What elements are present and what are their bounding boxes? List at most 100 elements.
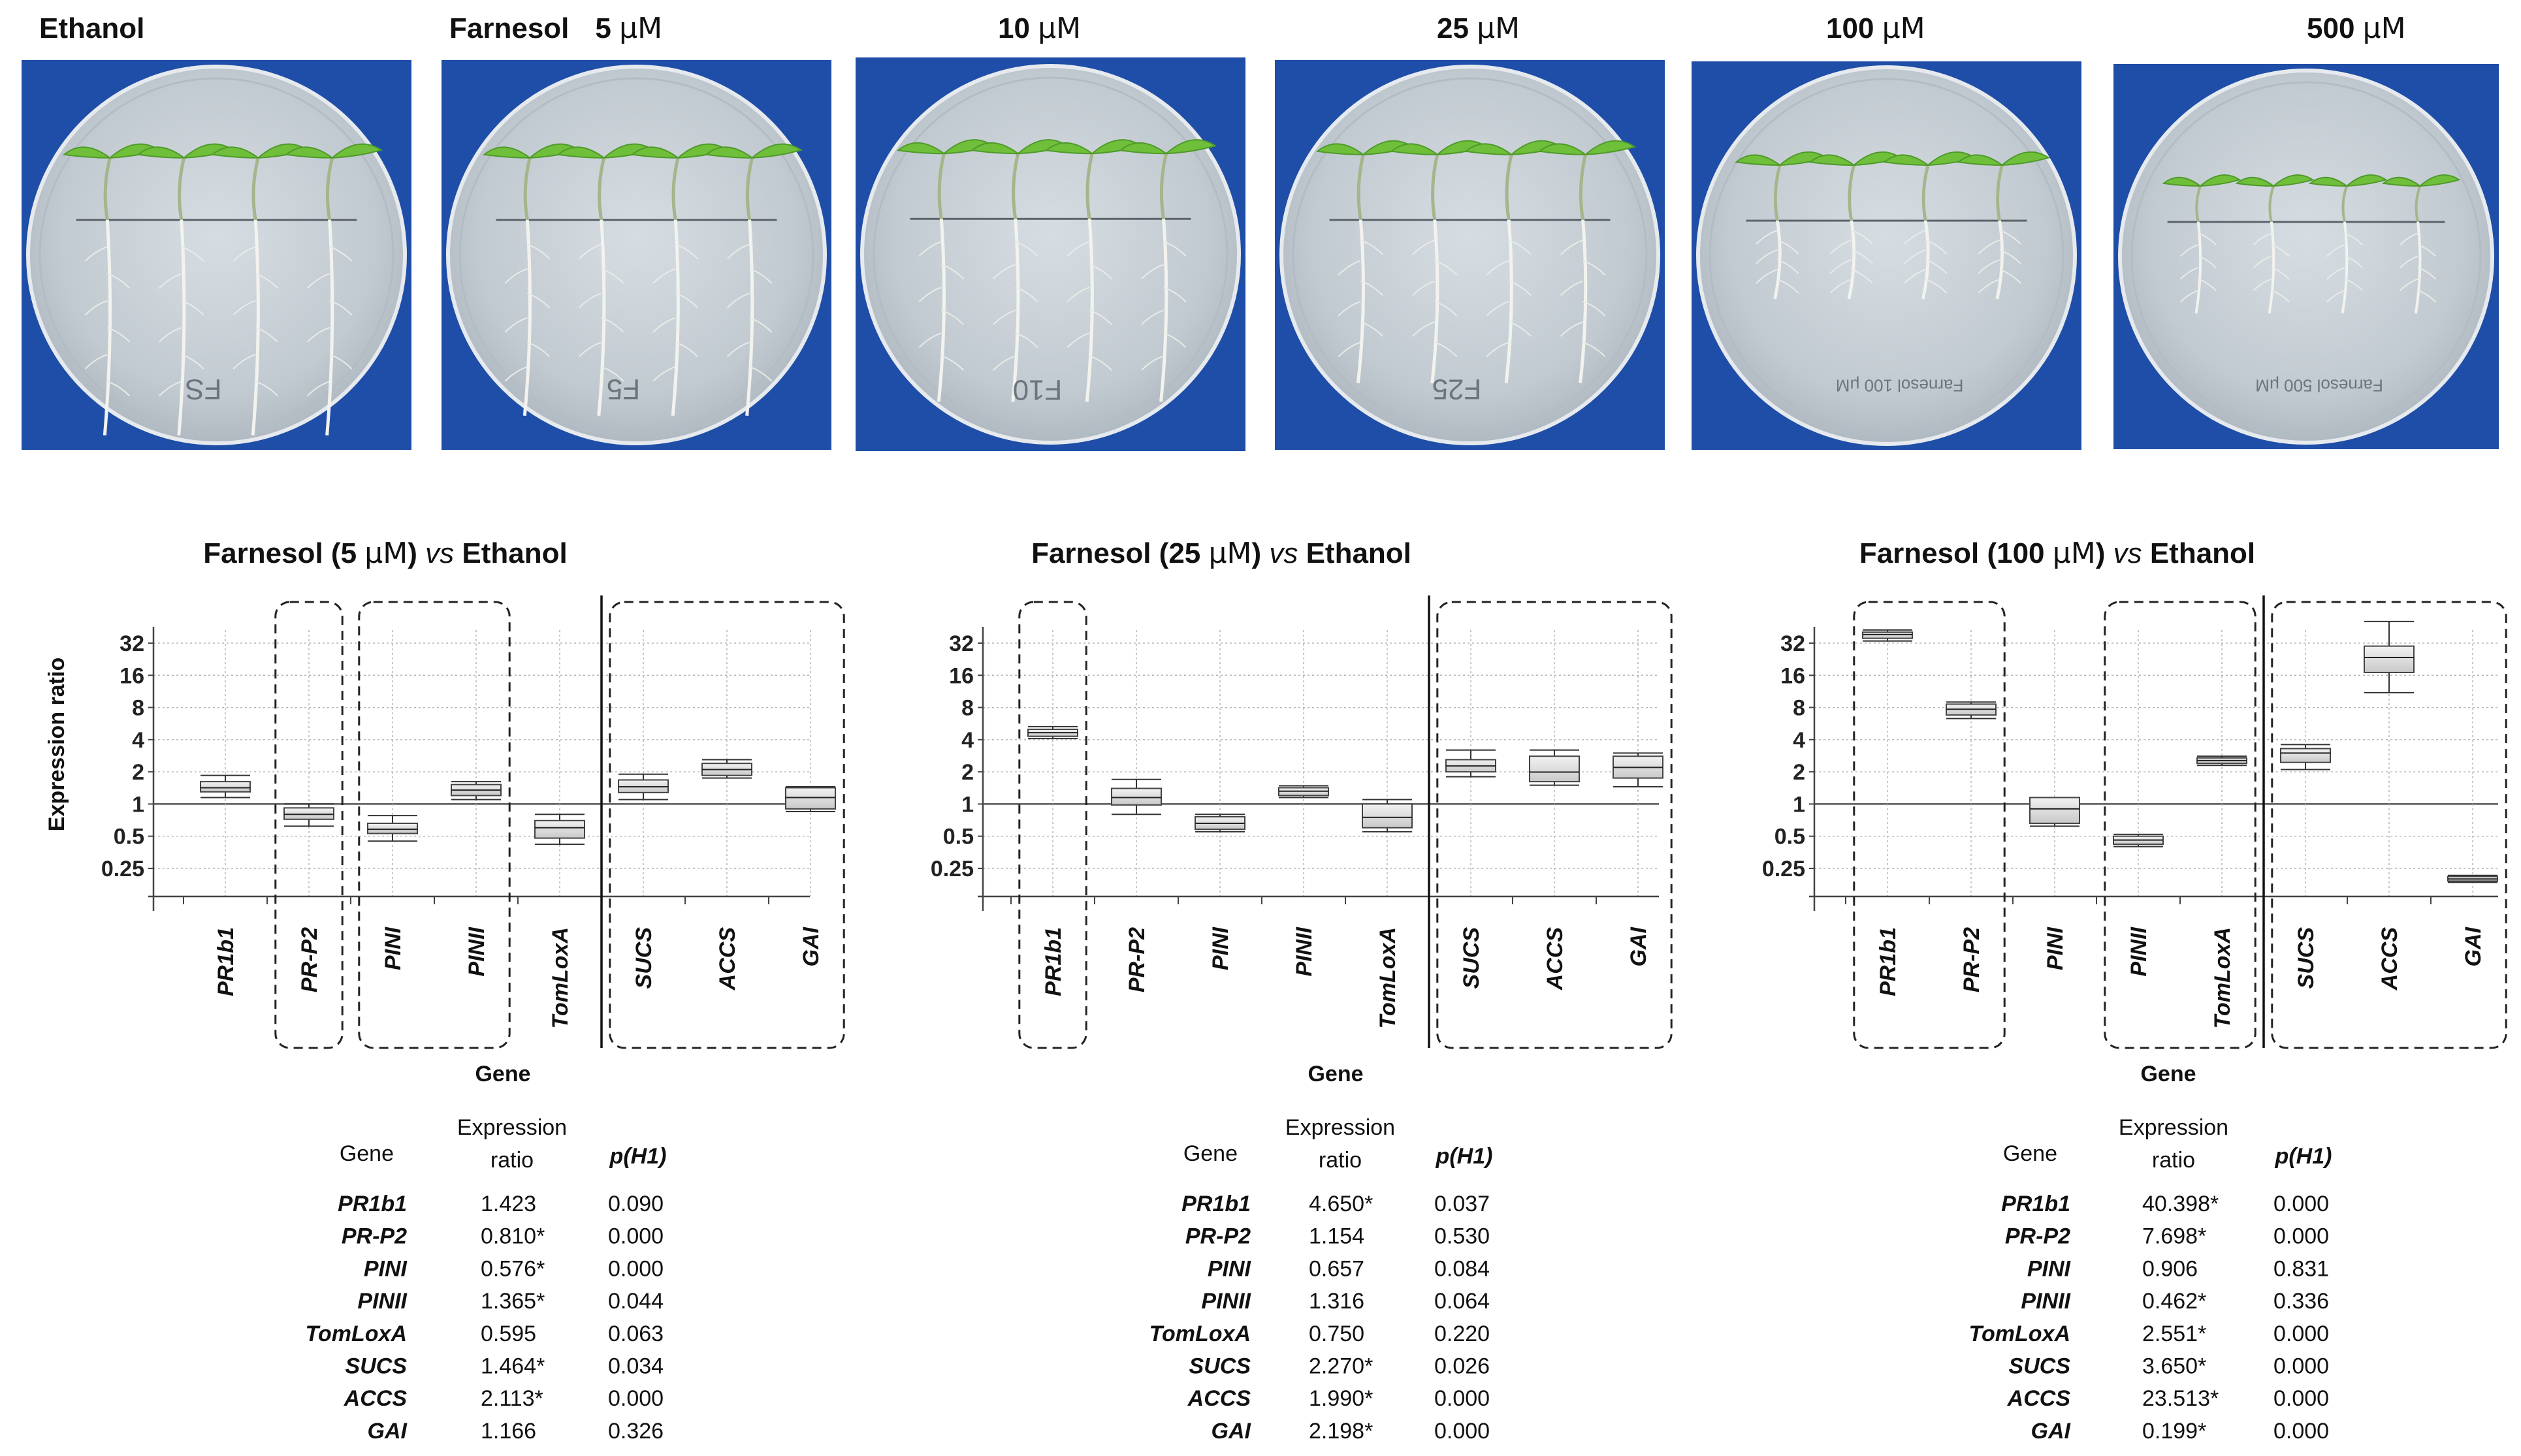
seedling-lateral-root <box>1140 264 1164 279</box>
table-cell-p: 0.000 <box>1434 1386 1490 1411</box>
seedling-leaf <box>2162 176 2201 187</box>
seedling-lateral-root <box>1015 241 1038 257</box>
seedling-lateral-root <box>2326 244 2345 257</box>
chart-title-unit: μM <box>1209 537 1252 570</box>
table-cell-p: 0.000 <box>2273 1354 2329 1379</box>
seedling-lateral-root <box>84 246 108 262</box>
seedling-lateral-root <box>1777 259 1799 274</box>
seedling-lateral-root <box>2253 255 2272 268</box>
x-tick-label: ACCS <box>1543 927 1567 991</box>
table-cell-p: 0.000 <box>2273 1192 2329 1216</box>
table-cell-ratio: 3.650* <box>2142 1354 2206 1379</box>
seedling-lateral-root <box>1163 241 1187 257</box>
table-cell-p: 0.220 <box>1434 1321 1490 1346</box>
seedling-lateral-root <box>527 341 551 357</box>
seedling-lateral-root <box>675 293 698 308</box>
seedling-lateral-root <box>2417 266 2437 280</box>
dashed-group <box>1853 601 2006 1049</box>
photo-label-unit: μM <box>619 12 662 45</box>
seedling-stem <box>1579 154 1588 221</box>
boxplot-accs <box>1529 749 1580 786</box>
seedling-lateral-root <box>993 264 1016 279</box>
table-cell-p: 0.336 <box>2273 1289 2329 1314</box>
seedling-lateral-root <box>1756 249 1778 264</box>
box <box>1529 755 1580 783</box>
box <box>283 807 334 820</box>
seedling-lateral-root <box>159 273 182 289</box>
seedling-lateral-root <box>1978 259 2000 274</box>
seedling-lateral-root <box>84 300 108 316</box>
seedling-lateral-root <box>1560 280 1583 296</box>
seedling-lateral-root <box>2253 232 2272 245</box>
chart-title-post: ) <box>2096 537 2113 569</box>
seedling-lateral-root <box>1756 269 1778 284</box>
seedling-lateral-root <box>1829 259 1852 274</box>
photo-label: Farnesol 5 μM <box>449 12 662 45</box>
table-cell-gene: TomLoxA <box>1968 1321 2070 1346</box>
table-cell-p: 0.831 <box>2273 1256 2329 1281</box>
box <box>2364 645 2415 673</box>
seedling-lateral-root <box>726 244 750 259</box>
x-tick-label: PR-P2 <box>297 927 322 992</box>
seedling-stem <box>671 157 680 221</box>
table-cell-ratio: 0.576* <box>481 1256 545 1281</box>
dashed-group <box>2271 601 2507 1049</box>
chart-title-vs: vs <box>1269 537 1298 569</box>
table-cell-gene: PINII <box>2021 1289 2071 1314</box>
boxplot-pini <box>1195 814 1245 832</box>
x-axis-label: Gene <box>475 1062 530 1086</box>
boxplot-pinii <box>1278 785 1329 799</box>
seedling-lateral-root <box>1829 240 1852 255</box>
seedling-lateral-root <box>1067 332 1090 348</box>
petri-dish <box>1279 65 1660 445</box>
seedling-leaf <box>2419 174 2461 187</box>
photo-panel: FS <box>22 60 411 450</box>
table-cell-gene: ACCS <box>344 1386 408 1411</box>
chart-title-pre: Farnesol (100 <box>1859 537 2053 569</box>
dashed-group <box>2104 601 2256 1049</box>
seedling-lateral-root <box>329 300 353 316</box>
box <box>1111 787 1162 806</box>
plate-writing: Farnesol 100 μM <box>1836 376 1964 396</box>
chart-title-pre: Farnesol (5 <box>203 537 364 569</box>
seedling-leaf <box>482 146 530 159</box>
plate-writing: F5 <box>607 373 640 405</box>
x-tick-label: ACCS <box>715 927 740 991</box>
seedling-leaf <box>2308 176 2347 187</box>
table-header-p: p(H1) <box>1436 1144 1493 1169</box>
seedling-root <box>2414 221 2422 314</box>
y-tick-label: 8 <box>1793 696 1805 721</box>
seedling-root <box>1995 220 2004 300</box>
table-cell-p: 0.000 <box>2273 1321 2329 1346</box>
box <box>1362 803 1413 829</box>
x-tick-label: PR1b1 <box>1876 927 1901 996</box>
table-cell-p: 0.530 <box>1434 1224 1490 1249</box>
dashed-group <box>1018 601 1087 1049</box>
boxplot-tomloxa <box>1362 799 1413 832</box>
seedling-lateral-root <box>2198 278 2217 291</box>
petri-dish-rim <box>39 77 394 433</box>
dashed-group <box>274 601 344 1049</box>
seedling-leaf <box>1735 154 1780 166</box>
box <box>367 822 418 834</box>
table-cell-ratio: 1.154 <box>1309 1224 1364 1249</box>
table-cell-gene: TomLoxA <box>1149 1321 1251 1346</box>
seedling-lateral-root <box>579 293 602 308</box>
seedling-lateral-root <box>2271 266 2290 280</box>
seedling-stem <box>178 157 186 221</box>
table-cell-ratio: 1.316 <box>1309 1289 1364 1314</box>
seedling-lateral-root <box>2198 255 2217 268</box>
seedling-lateral-root <box>1904 269 1926 284</box>
photo-label-conc: 500 <box>2307 12 2363 44</box>
y-tick-label: 0.25 <box>931 857 974 881</box>
chart: Farnesol (25 μM) vs Ethanol 32 16 8 4 2 1 0.5 0.… <box>931 537 1673 1086</box>
seedling-lateral-root <box>1560 240 1583 255</box>
table-header-ratio: Expression <box>2119 1115 2228 1140</box>
seedling-stem <box>2341 185 2349 223</box>
seedling-leaf <box>971 142 1019 155</box>
x-tick-label: PR-P2 <box>1125 927 1149 992</box>
table-cell-p: 0.000 <box>608 1386 664 1411</box>
plate-writing: F10 <box>1013 374 1063 406</box>
y-tick-label: 16 <box>949 663 974 688</box>
seedling-leaf <box>556 146 605 159</box>
